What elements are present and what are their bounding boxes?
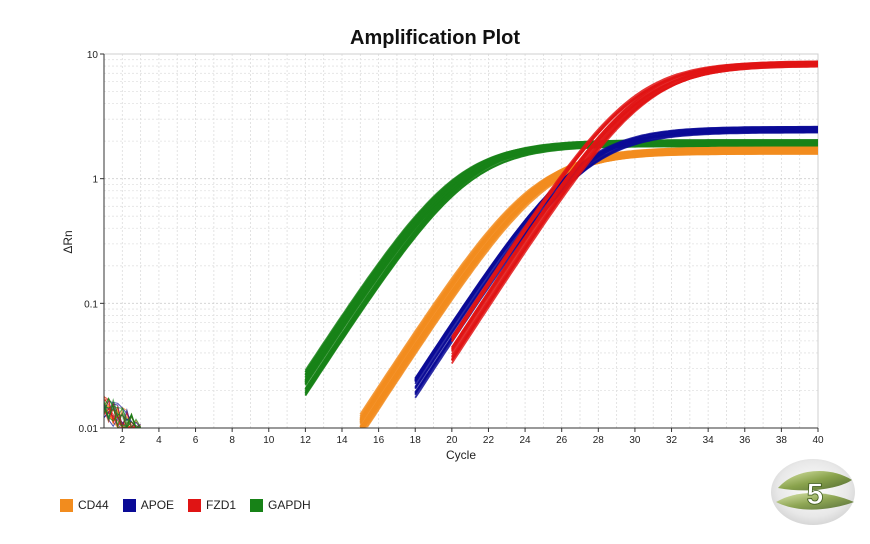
step-badge-icon: 5: [771, 459, 855, 525]
amplification-curve-cd44: [360, 152, 818, 428]
y-tick-label: 10: [87, 50, 99, 61]
legend-item-gapdh[interactable]: GAPDH: [250, 498, 311, 512]
legend: CD44 APOE FZD1 GAPDH: [60, 498, 311, 512]
x-tick-label: 28: [593, 435, 605, 446]
amplification-curve-cd44: [359, 147, 818, 424]
amplification-curve-fzd1: [451, 64, 818, 364]
badge-number: 5: [807, 478, 824, 511]
amplification-curve-fzd1: [451, 60, 818, 362]
legend-swatch-apoe: [122, 498, 136, 512]
legend-label-apoe: APOE: [140, 498, 175, 512]
baseline-noise-line: [104, 406, 141, 428]
series-gapdh: [304, 139, 818, 397]
amplification-curve-apoe: [414, 127, 818, 385]
x-axis-label: Cycle: [446, 448, 476, 462]
series-apoe: [414, 125, 818, 399]
amplification-curve-cd44: [359, 151, 818, 428]
ticks: 2 4 6 8 10 12 14 16 18 20 22 24 26 28 30 32 34 36 38 400.01…: [79, 50, 824, 446]
amplification-curve-cd44: [359, 152, 818, 428]
x-tick-label: 22: [483, 435, 495, 446]
legend-label-fzd1: FZD1: [206, 498, 237, 512]
x-tick-label: 6: [193, 435, 199, 446]
x-tick-label: 2: [120, 435, 126, 446]
amplification-curve-cd44: [359, 151, 818, 423]
amplification-curve-cd44: [359, 152, 818, 428]
amplification-curve-cd44: [359, 150, 818, 428]
series-lines: [104, 60, 818, 428]
x-tick-label: 34: [703, 435, 715, 446]
amplification-curve-cd44: [359, 146, 818, 428]
y-tick-label: 0.1: [84, 299, 98, 310]
legend-item-cd44[interactable]: CD44: [60, 498, 109, 512]
x-tick-label: 26: [556, 435, 568, 446]
x-tick-label: 14: [336, 435, 348, 446]
y-tick-label: 1: [92, 175, 98, 186]
plot-frame: [103, 53, 819, 429]
y-axis-label: ΔRn: [61, 230, 75, 253]
legend-swatch-gapdh: [250, 498, 264, 512]
series-cd44: [359, 146, 818, 428]
legend-swatch-fzd1: [188, 498, 202, 512]
x-tick-label: 32: [666, 435, 678, 446]
amplification-curve-cd44: [359, 151, 818, 428]
amplification-curve-cd44: [360, 150, 818, 428]
y-tick-label: 0.01: [79, 424, 99, 435]
amplification-curve-cd44: [359, 152, 818, 420]
grid: [104, 53, 819, 429]
amplification-curve-cd44: [360, 148, 818, 428]
x-tick-label: 38: [776, 435, 788, 446]
x-tick-label: 20: [446, 435, 458, 446]
x-tick-label: 16: [373, 435, 385, 446]
chart-title: Amplification Plot: [350, 27, 520, 49]
amplification-curve-cd44: [359, 150, 818, 428]
amplification-curve-gapdh: [304, 142, 818, 384]
amplification-curve-cd44: [359, 146, 818, 421]
x-tick-label: 8: [229, 435, 235, 446]
series-fzd1: [451, 60, 818, 364]
x-tick-label: 18: [410, 435, 422, 446]
x-tick-label: 24: [520, 435, 532, 446]
x-tick-label: 36: [739, 435, 751, 446]
x-tick-label: 40: [812, 435, 824, 446]
amplification-curve-cd44: [359, 153, 818, 423]
amplification-curve-cd44: [360, 147, 818, 428]
amplification-curve-cd44: [359, 152, 818, 428]
legend-item-apoe[interactable]: APOE: [122, 498, 175, 512]
amplification-curve-cd44: [359, 147, 818, 427]
x-tick-label: 4: [156, 435, 162, 446]
amplification-curve-cd44: [360, 146, 818, 428]
legend-item-fzd1[interactable]: FZD1: [188, 498, 236, 512]
amplification-curve-cd44: [359, 153, 818, 428]
baseline-noise: [104, 395, 142, 428]
legend-label-cd44: CD44: [78, 498, 109, 512]
legend-swatch-cd44: [60, 498, 73, 512]
legend-label-gapdh: GAPDH: [268, 498, 311, 512]
x-tick-label: 30: [629, 435, 641, 446]
amplification-curve-cd44: [359, 146, 818, 422]
x-tick-label: 10: [263, 435, 275, 446]
x-tick-label: 12: [300, 435, 312, 446]
